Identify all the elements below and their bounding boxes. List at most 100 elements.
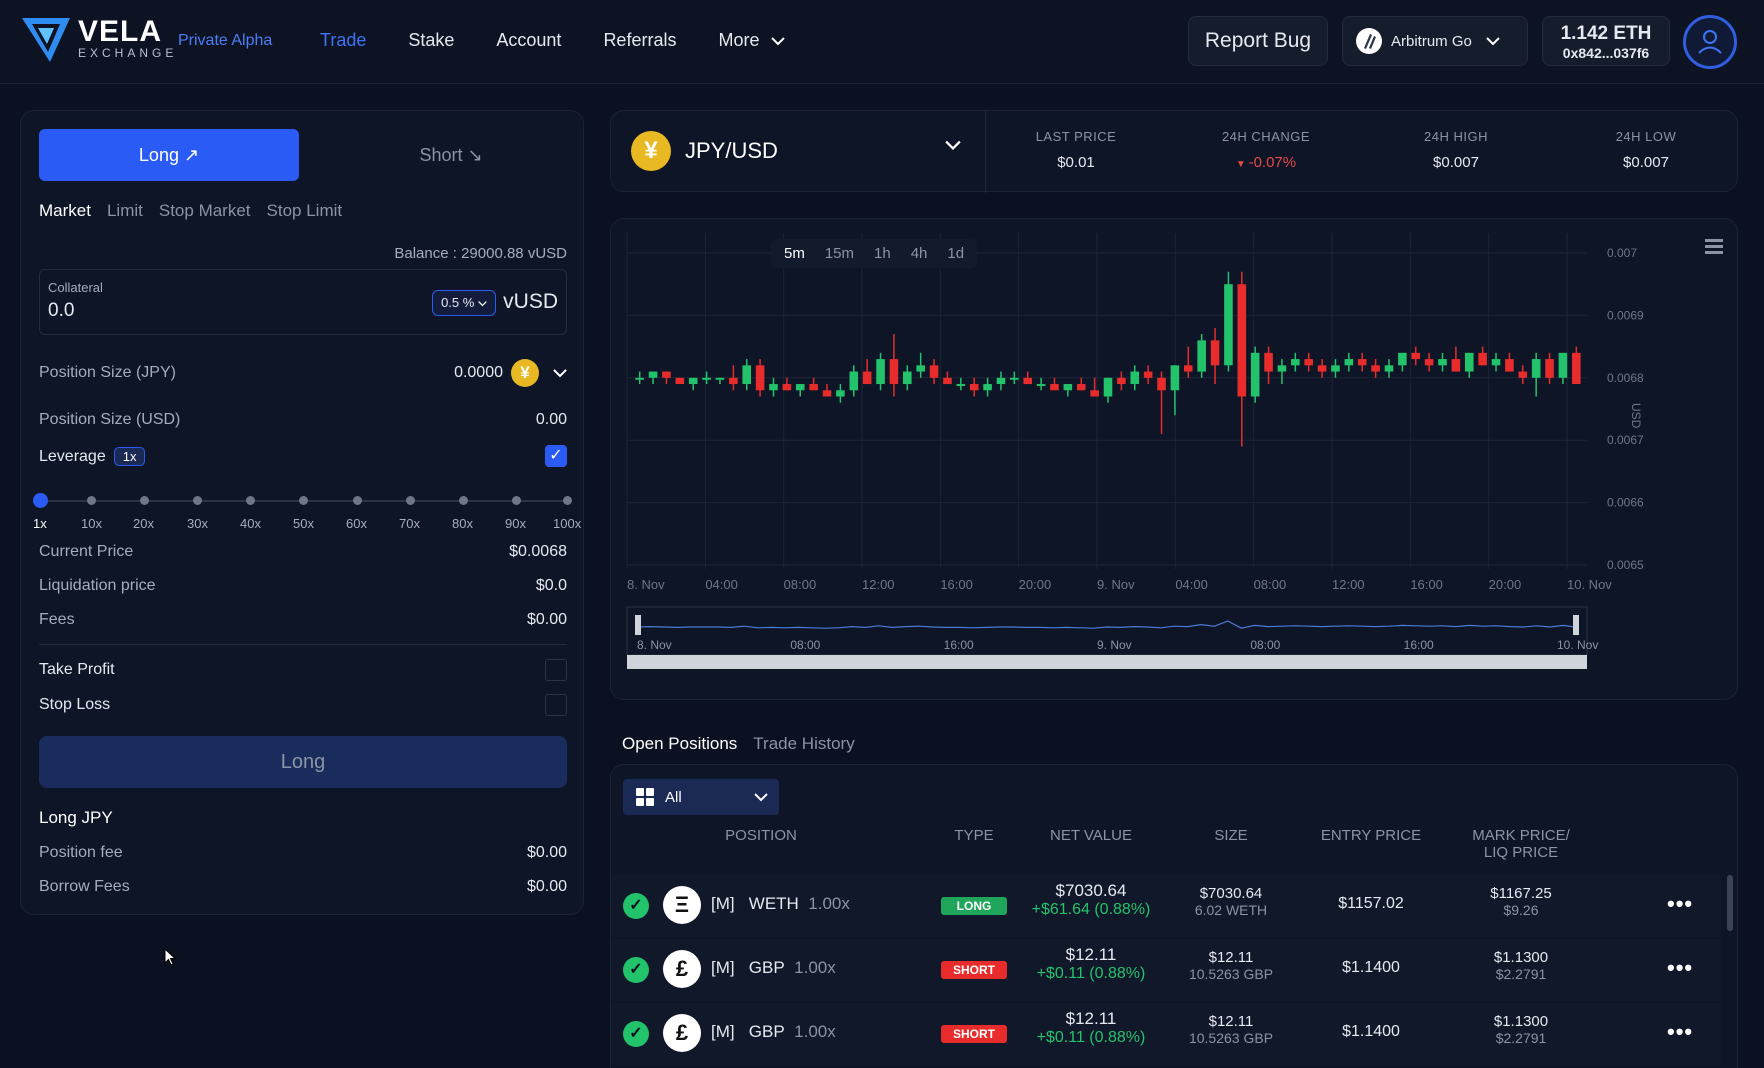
slider-stop[interactable]	[459, 496, 468, 505]
y-tick-label: 0.0066	[1607, 496, 1644, 510]
table-row[interactable]: ✓ £ [M] GBP 1.00x SHORT $12.11 +$0.11 (0.…	[611, 1003, 1721, 1065]
slippage-value: 0.5 %	[441, 295, 475, 310]
slippage-dropdown[interactable]: 0.5 %	[432, 290, 496, 316]
private-alpha-label: Private Alpha	[178, 32, 273, 49]
candle	[809, 384, 818, 391]
x-tick-label: 20:00	[1019, 577, 1052, 592]
network-selector[interactable]: Arbitrum Go	[1342, 16, 1528, 66]
slider-stop[interactable]	[512, 496, 521, 505]
slider-stop[interactable]	[246, 496, 255, 505]
tab-trade-history[interactable]: Trade History	[753, 734, 855, 753]
slider-stop[interactable]	[140, 496, 149, 505]
y-tick-label: 0.0065	[1607, 558, 1644, 572]
order-type-market[interactable]: Market	[39, 201, 91, 220]
price-chart[interactable]: 0.007 0.0069 0.0068 0.0067 0.0066 0.0065 8. No…	[611, 219, 1739, 701]
candle	[1317, 365, 1327, 372]
slider-stop[interactable]	[563, 496, 572, 505]
timeframe-4h[interactable]: 4h	[910, 245, 928, 262]
navigator-handle-right[interactable]	[1573, 615, 1579, 635]
chevron-down-icon[interactable]	[553, 368, 567, 378]
nav-account[interactable]: Account	[496, 30, 562, 50]
pair-selector[interactable]: ¥ JPY/USD	[631, 131, 778, 171]
leverage-checkbox[interactable]: ✓	[545, 445, 567, 467]
navigator-tick-label: 16:00	[944, 638, 974, 652]
slider-stop[interactable]	[299, 496, 308, 505]
low-value: $0.007	[1623, 154, 1669, 171]
short-tab[interactable]: Short ↘	[419, 145, 483, 165]
candle	[836, 390, 845, 397]
timeframe-5m[interactable]: 5m	[784, 245, 805, 262]
candle	[1157, 377, 1166, 391]
navigator-scrollbar[interactable]	[627, 655, 1587, 669]
brand[interactable]: VELA EXCHANGE	[78, 17, 178, 61]
fees-value: $0.00	[526, 611, 567, 628]
order-type-limit[interactable]: Limit	[106, 201, 143, 220]
chart-menu-icon[interactable]	[1705, 239, 1723, 257]
candle	[1344, 359, 1354, 366]
fees-row: Fees $0.00	[39, 611, 567, 629]
nav-more[interactable]: More	[718, 30, 785, 51]
timeframe-1h[interactable]: 1h	[874, 245, 891, 262]
more-options-icon[interactable]: •••	[1667, 955, 1694, 980]
table-row[interactable]: ✓ Ξ [M] WETH 1.00x LONG $7030.64 +$61.64 …	[611, 875, 1721, 937]
x-tick-label: 16:00	[940, 577, 973, 592]
candle	[969, 384, 979, 391]
tab-open-positions[interactable]: Open Positions	[622, 734, 738, 753]
order-type-stop-market[interactable]: Stop Market	[158, 201, 251, 220]
slider-stop[interactable]	[87, 496, 96, 505]
position-size-usd-row: Position Size (USD) 0.00	[39, 411, 567, 429]
navigator-handle-left[interactable]	[635, 615, 641, 635]
candle	[1491, 359, 1501, 366]
more-options-icon[interactable]: •••	[1667, 1019, 1694, 1044]
chevron-down-icon	[478, 301, 487, 307]
more-options-icon[interactable]: •••	[1667, 891, 1694, 916]
navigator-tick-label: 08:00	[790, 638, 820, 652]
candle	[916, 365, 925, 372]
filter-label: All	[665, 788, 682, 806]
order-type-stop-limit[interactable]: Stop Limit	[266, 201, 343, 220]
collateral-field[interactable]: Collateral 0.0 0.5 % vUSD	[39, 269, 567, 335]
long-submit-button[interactable]: Long	[39, 736, 567, 788]
long-tab[interactable]: Long ↗	[39, 129, 299, 181]
lev-tick: 50x	[293, 516, 314, 531]
candle	[1464, 352, 1474, 372]
candle	[1398, 352, 1407, 366]
positions-filter[interactable]: All	[623, 779, 779, 815]
candle	[1384, 365, 1394, 372]
table-row[interactable]: ✓ £ [M] GBP 1.00x SHORT $12.11 +$0.11 (0.…	[611, 939, 1721, 1001]
entry-price: $1.1400	[1342, 959, 1400, 976]
candle	[1531, 359, 1541, 378]
slider-handle[interactable]	[33, 493, 48, 508]
slider-stop[interactable]	[353, 496, 362, 505]
header-entry-price: ENTRY PRICE	[1320, 827, 1422, 844]
wallet-button[interactable]: 1.142 ETH 0x842...037f6	[1542, 16, 1670, 66]
x-tick-label: 10. Nov	[1567, 577, 1612, 592]
x-tick-label: 08:00	[1254, 577, 1287, 592]
vela-logo-icon[interactable]	[20, 14, 72, 66]
timeframe-1d[interactable]: 1d	[947, 245, 965, 262]
nav-stake[interactable]: Stake	[408, 30, 455, 50]
report-bug-button[interactable]: Report Bug	[1188, 16, 1328, 66]
nav-referrals[interactable]: Referrals	[603, 30, 677, 50]
borrow-fees-row: Borrow Fees $0.00	[39, 878, 567, 896]
take-profit-label: Take Profit	[39, 661, 115, 678]
positions-scrollbar[interactable]	[1727, 875, 1733, 931]
slider-stop[interactable]	[193, 496, 202, 505]
lev-tick: 10x	[81, 516, 102, 531]
nav-trade[interactable]: Trade	[320, 30, 367, 50]
take-profit-checkbox[interactable]	[545, 659, 567, 681]
collateral-input[interactable]: 0.0	[48, 300, 75, 321]
candle	[1224, 284, 1233, 366]
leverage-slider[interactable]: 1x 10x 20x 30x 40x 50x 60x 70x 80x 90x 1…	[33, 486, 581, 531]
timeframe-15m[interactable]: 15m	[824, 245, 855, 262]
stop-loss-checkbox[interactable]	[545, 694, 567, 716]
account-avatar[interactable]	[1683, 15, 1737, 69]
slider-stop[interactable]	[406, 496, 415, 505]
chevron-down-icon[interactable]	[945, 139, 961, 151]
brand-sub: EXCHANGE	[78, 46, 178, 60]
top-bar: VELA EXCHANGE Private Alpha Trade Stake …	[0, 0, 1764, 84]
check-circle-icon: ✓	[623, 893, 649, 919]
lev-tick: 60x	[346, 516, 367, 531]
lev-tick: 70x	[399, 516, 420, 531]
candle	[1010, 377, 1019, 380]
